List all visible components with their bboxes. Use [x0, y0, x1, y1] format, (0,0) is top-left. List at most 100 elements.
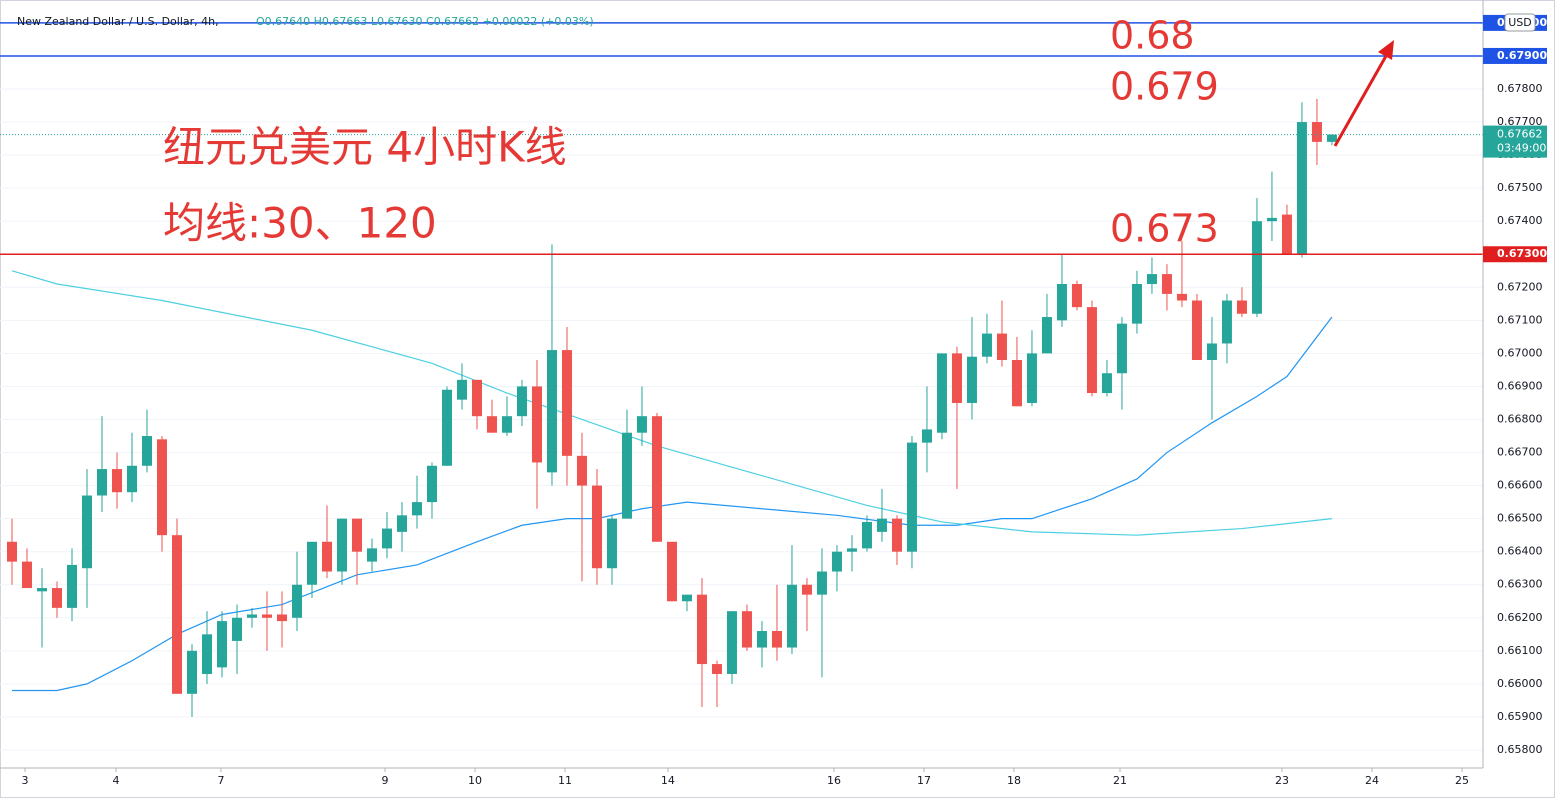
price-label-box: [1483, 246, 1547, 263]
title: 纽元兑美元 4小时K线: [163, 123, 567, 172]
y-tick-label: 0.66300: [1497, 578, 1543, 591]
candle-body: [141, 436, 152, 466]
currency-label[interactable]: USD: [1508, 16, 1532, 29]
candle-body: [816, 571, 827, 595]
candle-body: [231, 617, 242, 641]
candle-body: [441, 389, 452, 466]
candle-body: [261, 614, 272, 618]
candle-body: [591, 485, 602, 569]
candle-body: [456, 379, 467, 400]
candle-body: [1161, 274, 1172, 294]
x-tick-label: 17: [917, 774, 931, 787]
candle-body: [1116, 323, 1127, 374]
candle-body: [546, 350, 557, 473]
candle-body: [516, 386, 527, 417]
candle-body: [711, 664, 722, 674]
candle-body: [1146, 274, 1157, 284]
candle-body: [291, 584, 302, 618]
candle-body: [1236, 300, 1247, 314]
candle-body: [1191, 300, 1202, 361]
x-tick-label: 7: [217, 774, 224, 787]
candle-body: [1281, 214, 1292, 255]
candle-body: [1266, 217, 1277, 222]
candle-body: [411, 502, 422, 516]
x-tick-label: 25: [1455, 774, 1469, 787]
y-tick-label: 0.66600: [1497, 479, 1543, 492]
countdown-label: 03:49:00: [1497, 142, 1546, 155]
candle-body: [1131, 283, 1142, 324]
annotation: 0.673: [1110, 207, 1219, 251]
candle-body: [741, 611, 752, 648]
candle-body: [1326, 134, 1337, 142]
candle-body: [966, 356, 977, 403]
candle-body: [786, 584, 797, 648]
arrow: [1333, 55, 1388, 147]
candle-body: [1206, 343, 1217, 361]
candle-body: [1101, 373, 1112, 394]
y-tick-label: 0.66700: [1497, 446, 1543, 459]
candle-body: [486, 416, 497, 433]
price-label: 0.67900: [1497, 49, 1547, 62]
y-tick-label: 0.67200: [1497, 280, 1543, 293]
candle-body: [891, 518, 902, 552]
candle-body: [681, 594, 692, 602]
candle-body: [846, 548, 857, 552]
y-tick-label: 0.67100: [1497, 313, 1543, 326]
candle-body: [1011, 360, 1022, 407]
y-tick-label: 0.65800: [1497, 743, 1543, 756]
x-tick-label: 23: [1275, 774, 1289, 787]
candle-body: [981, 333, 992, 357]
candle-body: [756, 631, 767, 648]
x-tick-label: 24: [1365, 774, 1379, 787]
candle-body: [876, 518, 887, 532]
candle-body: [1311, 122, 1322, 142]
y-tick-label: 0.66800: [1497, 412, 1543, 425]
y-tick-label: 0.67400: [1497, 214, 1543, 227]
candle-body: [666, 541, 677, 602]
candle-body: [1251, 221, 1262, 314]
candle-body: [81, 495, 92, 569]
candle-body: [126, 465, 137, 493]
candle-body: [471, 379, 482, 417]
currency-button[interactable]: [1504, 13, 1536, 32]
candle-body: [1176, 293, 1187, 301]
y-tick-label: 0.66900: [1497, 379, 1543, 392]
candle-body: [831, 551, 842, 572]
candle-body: [771, 631, 782, 648]
candle-body: [336, 518, 347, 572]
symbol: New Zealand Dollar / U.S. Dollar, 4h,: [17, 15, 219, 28]
subtitle: 均线:30、120: [163, 199, 437, 248]
candle-body: [396, 515, 407, 532]
annotation: 0.679: [1110, 65, 1219, 109]
y-tick-label: 0.66100: [1497, 644, 1543, 657]
candle-body: [6, 541, 17, 562]
candle-body: [186, 650, 197, 694]
x-tick-label: 4: [112, 774, 119, 787]
x-tick-label: 16: [827, 774, 841, 787]
candle-body: [201, 634, 212, 674]
candle-body: [936, 353, 947, 433]
x-tick-label: 18: [1007, 774, 1021, 787]
candle-body: [306, 541, 317, 585]
x-tick-label: 3: [22, 774, 29, 787]
candle-body: [171, 535, 182, 694]
candle-body: [621, 432, 632, 519]
y-tick-label: 0.67700: [1497, 115, 1543, 128]
candle-body: [921, 429, 932, 443]
last-price-label: 0.67662: [1497, 128, 1543, 141]
candle-body: [246, 614, 257, 618]
candle-body: [1041, 317, 1052, 354]
candle-body: [96, 469, 107, 496]
candle-body: [576, 455, 587, 486]
x-tick-label: 21: [1113, 774, 1127, 787]
candle-body: [861, 521, 872, 549]
candle-body: [636, 416, 647, 433]
candle-body: [321, 541, 332, 572]
candle-body: [21, 561, 32, 589]
y-tick-label: 0.65900: [1497, 710, 1543, 723]
candle-body: [726, 611, 737, 674]
candle-body: [1221, 300, 1232, 344]
candle-body: [501, 416, 512, 433]
